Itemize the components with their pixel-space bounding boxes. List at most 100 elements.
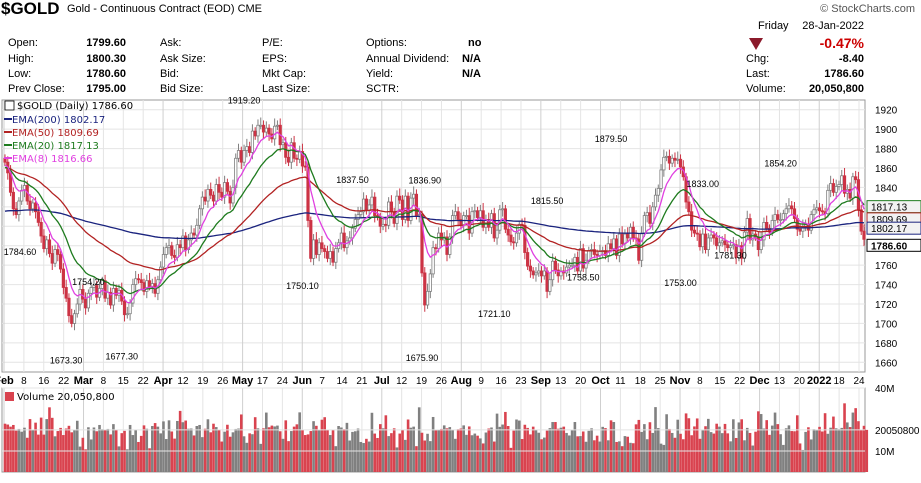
volume-bar xyxy=(751,445,755,472)
volume-bars: 40M 20050800 10M xyxy=(2,384,920,472)
candle-body xyxy=(306,166,310,221)
volume-bar xyxy=(748,432,752,472)
volume-bar xyxy=(520,439,524,472)
candle-body xyxy=(862,230,866,240)
volume-bar xyxy=(854,408,857,472)
candle-body xyxy=(248,146,252,153)
candle-body xyxy=(423,272,427,306)
candle-body xyxy=(211,194,216,202)
volume-bar xyxy=(809,439,813,472)
ema200-line xyxy=(4,209,865,240)
candle-body xyxy=(31,202,35,210)
candle-body xyxy=(373,196,377,216)
candle-body xyxy=(687,201,691,213)
volume-bar xyxy=(623,436,627,472)
volume-bar xyxy=(690,435,693,472)
candle-body xyxy=(412,193,416,199)
candle-body xyxy=(356,214,360,220)
change-percent: -0.47% xyxy=(819,35,864,51)
month-label: Nov xyxy=(670,375,692,387)
candle-body xyxy=(656,187,660,196)
volume-bar xyxy=(37,434,40,472)
candle-body xyxy=(854,176,858,181)
volume-bar xyxy=(784,428,788,472)
volume-bar xyxy=(309,431,313,472)
volume-bar xyxy=(654,407,657,472)
day-label: 13 xyxy=(555,376,567,387)
volume-bar xyxy=(787,425,791,472)
legend-ema50: EMA(50) 1809.69 xyxy=(12,128,99,139)
volume-bar xyxy=(640,431,643,472)
volume-bar xyxy=(768,434,771,472)
volume-bar xyxy=(604,428,607,472)
candle-body xyxy=(570,264,574,267)
candle-body xyxy=(300,151,305,167)
bid-size-label: Bid Size: xyxy=(160,83,204,95)
candle-body xyxy=(698,233,702,248)
candle-body xyxy=(200,196,204,210)
day-label: 24 xyxy=(277,376,289,387)
candle-body xyxy=(475,210,480,218)
candle-body xyxy=(678,158,683,168)
candle-body xyxy=(645,212,649,217)
candle-body xyxy=(242,150,246,163)
volume-bar xyxy=(459,428,463,472)
price-tick-label: 1900 xyxy=(875,125,898,136)
candle-body xyxy=(14,208,18,216)
volume-bar xyxy=(320,419,324,472)
day-label: 15 xyxy=(714,376,726,387)
candle-body xyxy=(539,270,544,277)
volume-bar xyxy=(620,446,624,472)
candle-body xyxy=(70,315,74,324)
volume-bar xyxy=(618,441,621,472)
day-label: 7 xyxy=(319,376,325,387)
volume-bar xyxy=(242,436,246,472)
volume-bar xyxy=(234,428,238,472)
volume-bar xyxy=(487,428,491,472)
candle-body xyxy=(829,183,833,191)
candle-body xyxy=(573,256,577,266)
volume-bar xyxy=(818,426,821,472)
day-label: 26 xyxy=(217,376,229,387)
candle-body xyxy=(509,234,513,243)
candle-body xyxy=(61,268,65,288)
month-label: Jul xyxy=(374,375,390,387)
candle-body xyxy=(39,221,43,237)
candle-body xyxy=(111,288,116,306)
candle-body xyxy=(779,219,783,221)
volume-bar xyxy=(267,427,271,472)
candle-body xyxy=(537,270,541,274)
volume-bar xyxy=(417,407,421,472)
volume-bar xyxy=(292,426,296,472)
volume-bar xyxy=(395,447,399,472)
candle-body xyxy=(531,270,535,276)
candle-body xyxy=(178,244,182,249)
candle-body xyxy=(798,228,802,232)
volume-value: 20,050,800 xyxy=(808,83,864,95)
candle-body xyxy=(134,278,138,285)
candle-body xyxy=(267,127,271,135)
candle-body xyxy=(851,176,855,199)
volume-bar xyxy=(359,441,363,472)
candle-body xyxy=(78,289,82,305)
volume-bar xyxy=(862,425,866,472)
volume-bar xyxy=(431,416,435,472)
volume-bar xyxy=(56,431,60,472)
candle-body xyxy=(339,232,343,244)
volume-bar xyxy=(498,426,502,472)
description: Gold - Continuous Contract (EOD) xyxy=(67,3,235,15)
candle-body xyxy=(103,280,107,299)
brand-watermark: © StockCharts.com xyxy=(820,3,915,15)
day-label: 13 xyxy=(774,376,786,387)
candle-body xyxy=(72,313,77,324)
candle-body xyxy=(328,251,332,259)
volume-bar xyxy=(239,414,243,472)
candle-body xyxy=(245,146,249,151)
volume-bar xyxy=(340,427,343,472)
volume-bar xyxy=(757,411,760,472)
volume-bar xyxy=(256,428,260,472)
candle-body xyxy=(345,240,349,249)
candle-body xyxy=(261,124,266,133)
month-label: Dec xyxy=(749,375,769,387)
volume-bar xyxy=(367,441,371,472)
